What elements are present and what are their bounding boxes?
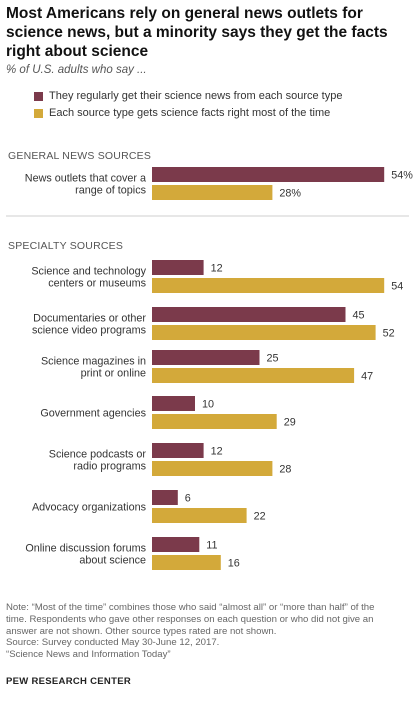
data-label: 54% (391, 170, 413, 182)
bar-regularly (152, 396, 195, 411)
report-line: “Science News and Information Today” (6, 649, 171, 661)
legend-swatch-facts-right (34, 108, 43, 118)
data-label: 47 (361, 371, 373, 383)
bar-facts-right (152, 461, 273, 476)
data-label: 10 (202, 399, 214, 411)
legend-label-facts-right: Each source type gets science facts righ… (49, 107, 331, 119)
category-label: Documentaries or other (33, 313, 146, 325)
category-label: Science podcasts or (49, 449, 147, 461)
note-line: answer are not shown. Other source types… (6, 625, 277, 637)
category-label: Science magazines in (41, 356, 146, 368)
category-label: centers or museums (48, 278, 146, 290)
category-label: range of topics (75, 185, 146, 197)
bar-facts-right (152, 325, 376, 340)
category-label: Government agencies (40, 408, 146, 420)
bar-facts-right (152, 414, 277, 429)
category-label: News outlets that cover a (25, 173, 146, 185)
category-label: print or online (81, 368, 146, 380)
section-label-general: GENERAL NEWS SOURCES (8, 150, 152, 162)
bar-regularly (152, 490, 178, 505)
bar-regularly (152, 260, 204, 275)
legend-label-regularly: They regularly get their science news fr… (49, 90, 343, 102)
data-label: 16 (228, 558, 240, 570)
bar-regularly (152, 350, 260, 365)
bar-regularly (152, 167, 385, 182)
bar-facts-right (152, 368, 355, 383)
data-label: 28% (279, 188, 301, 200)
category-label: radio programs (73, 461, 146, 473)
data-label: 25 (267, 353, 279, 365)
bar-regularly (152, 537, 200, 552)
category-label: Science and technology (31, 266, 146, 278)
notes: Note: “Most of the time” combines those … (6, 602, 411, 661)
bar-facts-right (152, 508, 247, 523)
data-label: 54 (391, 281, 403, 293)
legend-item-regularly: They regularly get their science news fr… (34, 88, 342, 104)
data-label: 22 (254, 511, 266, 523)
category-label: science video programs (32, 325, 147, 337)
data-label: 11 (206, 540, 217, 552)
legend: They regularly get their science news fr… (34, 88, 342, 122)
data-label: 6 (185, 493, 191, 505)
bar-facts-right (152, 555, 221, 570)
data-label: 12 (211, 446, 223, 458)
chart-subtitle: % of U.S. adults who say ... (6, 64, 147, 76)
data-label: 12 (211, 263, 223, 275)
chart-title: Most Americans rely on general news outl… (6, 5, 388, 60)
bar-regularly (152, 307, 346, 322)
data-label: 29 (284, 417, 296, 429)
bar-regularly (152, 443, 204, 458)
data-label: 28 (279, 464, 291, 476)
note-line: Note: “Most of the time” combines those … (6, 602, 375, 613)
category-label: Advocacy organizations (32, 502, 147, 514)
note-line: time. Respondents who gave other respons… (6, 613, 374, 625)
brand-logo-text: PEW RESEARCH CENTER (6, 676, 131, 687)
legend-item-facts-right: Each source type gets science facts righ… (34, 105, 342, 121)
source-line: Source: Survey conducted May 30-June 12,… (6, 637, 220, 649)
legend-swatch-regularly (34, 91, 43, 101)
category-label: Online discussion forums (25, 543, 146, 555)
section-label-specialty: SPECIALTY SOURCES (8, 240, 124, 252)
data-label: 45 (353, 310, 365, 322)
category-label: about science (79, 555, 146, 567)
bar-facts-right (152, 278, 385, 293)
bar-facts-right (152, 185, 273, 200)
data-label: 52 (383, 328, 395, 340)
